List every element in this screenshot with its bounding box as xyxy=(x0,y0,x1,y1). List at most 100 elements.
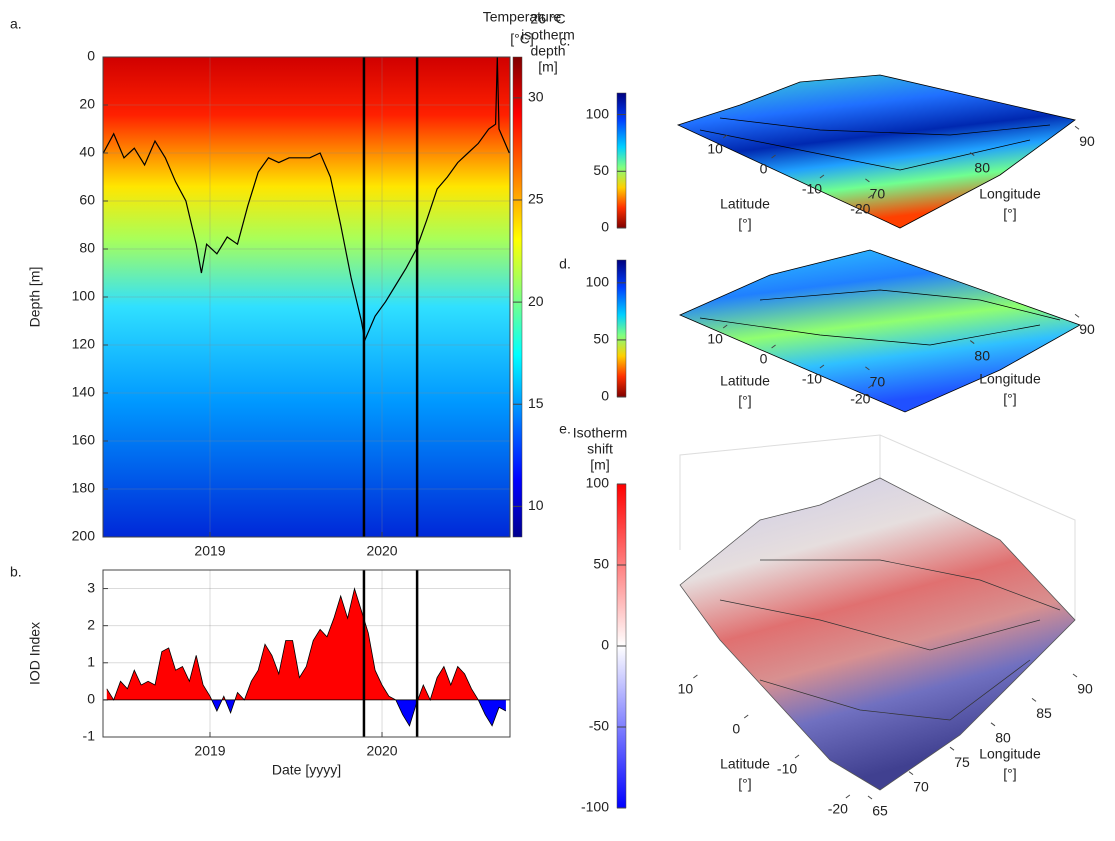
axis-title: [°] xyxy=(1003,766,1016,782)
lat-tick-label: 0 xyxy=(760,351,768,367)
lon-tick-label: 80 xyxy=(974,347,990,363)
index-line xyxy=(106,587,507,727)
colorbar xyxy=(616,92,627,229)
lat-tick xyxy=(845,794,851,799)
lat-tick-label: 0 xyxy=(760,161,768,177)
colorbar-tick-label: 10 xyxy=(528,497,544,513)
lon-tick xyxy=(1074,125,1080,130)
axis-title: [m] xyxy=(590,457,609,473)
lon-tick-label: 80 xyxy=(974,159,990,175)
colorbar-tick-label: 30 xyxy=(528,89,544,105)
lat-tick-label: 10 xyxy=(678,681,694,697)
x-tick-label: 2019 xyxy=(194,543,225,559)
lon-tick xyxy=(1072,673,1078,678)
axis-title: [°] xyxy=(738,393,751,409)
heatmap xyxy=(103,57,510,537)
lon-tick-label: 70 xyxy=(870,186,886,202)
lon-tick-label: 70 xyxy=(870,374,886,390)
contour xyxy=(699,317,1041,346)
y-tick-label: 0 xyxy=(87,48,95,64)
panel-label: e. xyxy=(559,421,571,437)
lon-tick xyxy=(908,771,914,775)
lon-tick-label: 90 xyxy=(1077,681,1093,697)
axis-title: Latitude xyxy=(720,756,770,772)
y-axis-title: IOD Index xyxy=(27,622,43,685)
axis-title: 26 °C xyxy=(530,11,565,27)
axis-title: [°] xyxy=(738,216,751,232)
lon-tick-label: 75 xyxy=(954,754,970,770)
lat-tick xyxy=(771,344,776,349)
y-tick-label: 180 xyxy=(72,480,96,496)
x-tick-label: 2020 xyxy=(366,743,397,759)
y-axis-title: Depth [m] xyxy=(27,267,43,328)
x-axis-title: Date [yyyy] xyxy=(272,762,341,778)
axis-title: Latitude xyxy=(720,373,770,389)
y-tick-label: 20 xyxy=(79,96,95,112)
lat-tick xyxy=(693,674,698,679)
colorbar-tick-label: 50 xyxy=(593,162,609,178)
y-tick-label: 40 xyxy=(79,144,95,160)
lon-tick xyxy=(867,795,873,800)
y-tick-label: -1 xyxy=(83,728,96,744)
lat-tick xyxy=(771,154,776,159)
y-tick-label: 1 xyxy=(87,653,95,669)
colorbar-tick-label: 50 xyxy=(593,556,609,572)
axis-title: depth xyxy=(530,43,565,59)
axis-title: [°] xyxy=(1003,206,1016,222)
y-tick-label: 140 xyxy=(72,384,96,400)
axis-title: [°] xyxy=(738,776,751,792)
positive-area xyxy=(106,588,479,700)
contour xyxy=(699,129,1031,171)
lat-tick-label: 10 xyxy=(707,141,723,157)
lat-tick-label: -10 xyxy=(777,761,797,777)
colorbar-tick-label: 100 xyxy=(586,475,610,491)
surface-e xyxy=(679,477,1076,791)
colorbar-tick-label: 20 xyxy=(528,293,544,309)
y-tick-label: 200 xyxy=(72,528,96,544)
lon-tick xyxy=(1074,313,1080,318)
y-tick-label: 60 xyxy=(79,192,95,208)
y-tick-label: 160 xyxy=(72,432,96,448)
lon-tick-label: 65 xyxy=(872,803,888,819)
surface-d xyxy=(679,249,1081,413)
lat-tick-label: -10 xyxy=(802,181,822,197)
plot-frame xyxy=(102,569,511,738)
axis-title: Longitude xyxy=(979,186,1041,202)
lat-tick-label: 10 xyxy=(707,331,723,347)
lon-tick-label: 90 xyxy=(1079,321,1095,337)
lon-tick xyxy=(990,722,996,727)
lat-tick xyxy=(868,194,873,199)
contour xyxy=(759,289,1061,321)
colorbar-tick-label: 100 xyxy=(586,274,610,290)
axis-title: Latitude xyxy=(720,196,770,212)
panel-label: c. xyxy=(560,33,571,49)
contour xyxy=(719,599,1041,651)
axis-title: Temperature xyxy=(483,9,562,25)
lat-tick xyxy=(722,134,728,139)
colorbar xyxy=(512,56,523,538)
plot-frame xyxy=(102,56,511,538)
lat-tick-label: -20 xyxy=(850,391,870,407)
y-tick-label: 100 xyxy=(72,288,96,304)
colorbar-tick-label: 15 xyxy=(528,395,544,411)
panel-label: b. xyxy=(10,564,22,580)
axis-title: shift xyxy=(587,441,613,457)
lat-tick xyxy=(743,714,749,719)
contour xyxy=(760,559,1061,611)
lon-tick xyxy=(969,152,975,156)
colorbar-tick-label: 0 xyxy=(601,637,609,653)
lon-tick xyxy=(1031,698,1037,702)
surface-c xyxy=(676,74,1076,229)
lon-tick-label: 85 xyxy=(1036,705,1052,721)
panel-label: d. xyxy=(559,256,571,272)
lat-tick xyxy=(868,384,873,389)
colorbar xyxy=(616,259,627,398)
isotherm-line xyxy=(102,56,510,343)
lat-tick xyxy=(819,174,825,179)
y-tick-label: 0 xyxy=(87,691,95,707)
colorbar-tick-label: 0 xyxy=(601,388,609,404)
x-tick-label: 2020 xyxy=(366,543,397,559)
y-tick-label: 80 xyxy=(79,240,95,256)
colorbar-tick-label: 25 xyxy=(528,191,544,207)
lat-tick-label: 0 xyxy=(732,721,740,737)
